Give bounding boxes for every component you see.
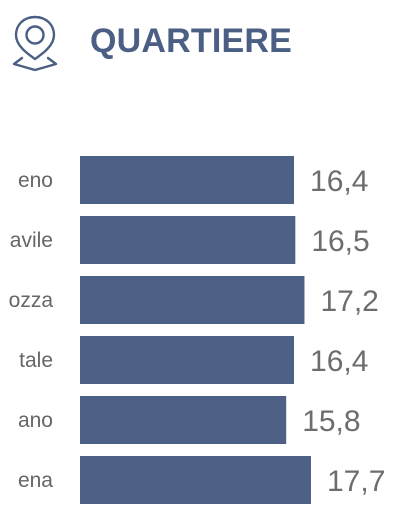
value-label: 15,8 (302, 405, 360, 438)
value-label: 16,5 (311, 225, 369, 258)
location-pin-icon (12, 15, 58, 72)
bar (80, 276, 305, 324)
category-label: ena (18, 469, 53, 492)
category-label: eno (18, 169, 53, 192)
bar (80, 336, 295, 384)
category-label: avile (10, 229, 53, 252)
chart-title: QUARTIERE (90, 22, 293, 60)
value-label: 17,7 (327, 465, 385, 498)
category-label: tale (19, 349, 53, 372)
value-label: 17,2 (320, 285, 378, 318)
category-label: ozza (9, 289, 54, 312)
bar (80, 456, 311, 504)
bar (80, 156, 295, 204)
chart-header: QUARTIERE (0, 0, 403, 90)
bar (80, 216, 296, 264)
value-label: 16,4 (310, 165, 368, 198)
bar (80, 396, 287, 444)
category-label: ano (18, 409, 53, 432)
value-label: 16,4 (310, 345, 368, 378)
